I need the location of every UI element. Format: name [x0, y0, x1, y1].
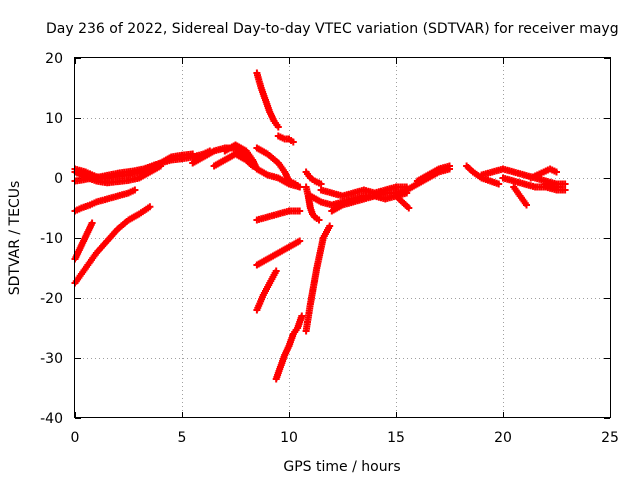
y-tick-label: -30	[40, 351, 63, 367]
series-arc-14	[253, 237, 304, 269]
point-markers	[317, 183, 411, 200]
y-tick-label: 10	[45, 111, 63, 127]
point-markers	[463, 162, 503, 188]
series-arc-23	[392, 192, 413, 212]
grid	[75, 58, 610, 418]
x-tick-label: 10	[280, 430, 298, 446]
series-arc-09	[221, 141, 261, 173]
point-markers	[253, 144, 304, 191]
x-tick-label: 15	[387, 430, 405, 446]
series-arc-17	[302, 222, 334, 335]
series-arc-25	[463, 162, 503, 188]
point-markers	[221, 141, 261, 173]
y-tick-label: -10	[40, 231, 63, 247]
point-markers	[510, 183, 530, 209]
point-markers	[253, 207, 304, 224]
point-markers	[302, 168, 325, 188]
x-tick-label: 25	[601, 430, 619, 446]
y-tick-label: 0	[54, 171, 63, 187]
series-arc-15	[253, 267, 280, 314]
chart-title: Day 236 of 2022, Sidereal Day-to-day VTE…	[46, 21, 619, 37]
y-tick-label: -20	[40, 291, 63, 307]
point-markers	[253, 69, 282, 131]
point-markers	[527, 165, 560, 182]
y-tick-label: -40	[40, 411, 63, 427]
x-tick-label: 20	[494, 430, 512, 446]
series-arc-10	[253, 69, 282, 131]
series-arc-13	[253, 207, 304, 224]
point-markers	[413, 162, 453, 185]
series-arc-11	[274, 132, 297, 146]
series-arc-24	[413, 162, 453, 185]
plot-frame	[74, 57, 611, 418]
series-arc-28	[510, 183, 530, 209]
point-markers	[542, 180, 563, 191]
series-arc-21	[317, 183, 411, 200]
y-axis-label: SDTVAR / TECUs	[7, 181, 23, 296]
x-tick-label: 5	[178, 430, 187, 446]
series-arc-12	[253, 144, 304, 191]
series-arc-29	[527, 165, 560, 182]
series-arc-30	[542, 180, 563, 191]
series-arc-08	[210, 150, 257, 170]
point-markers	[272, 312, 306, 383]
series-arc-16	[272, 312, 306, 383]
y-tick-label: 20	[45, 51, 63, 67]
data-points	[71, 69, 569, 383]
series-arc-19	[302, 168, 325, 188]
x-tick-label: 0	[71, 430, 80, 446]
point-markers	[302, 222, 334, 335]
point-markers	[392, 192, 413, 212]
point-markers	[210, 150, 257, 170]
point-markers	[274, 132, 297, 146]
point-markers	[253, 237, 304, 269]
x-axis-label: GPS time / hours	[283, 459, 400, 475]
point-markers	[253, 267, 280, 314]
